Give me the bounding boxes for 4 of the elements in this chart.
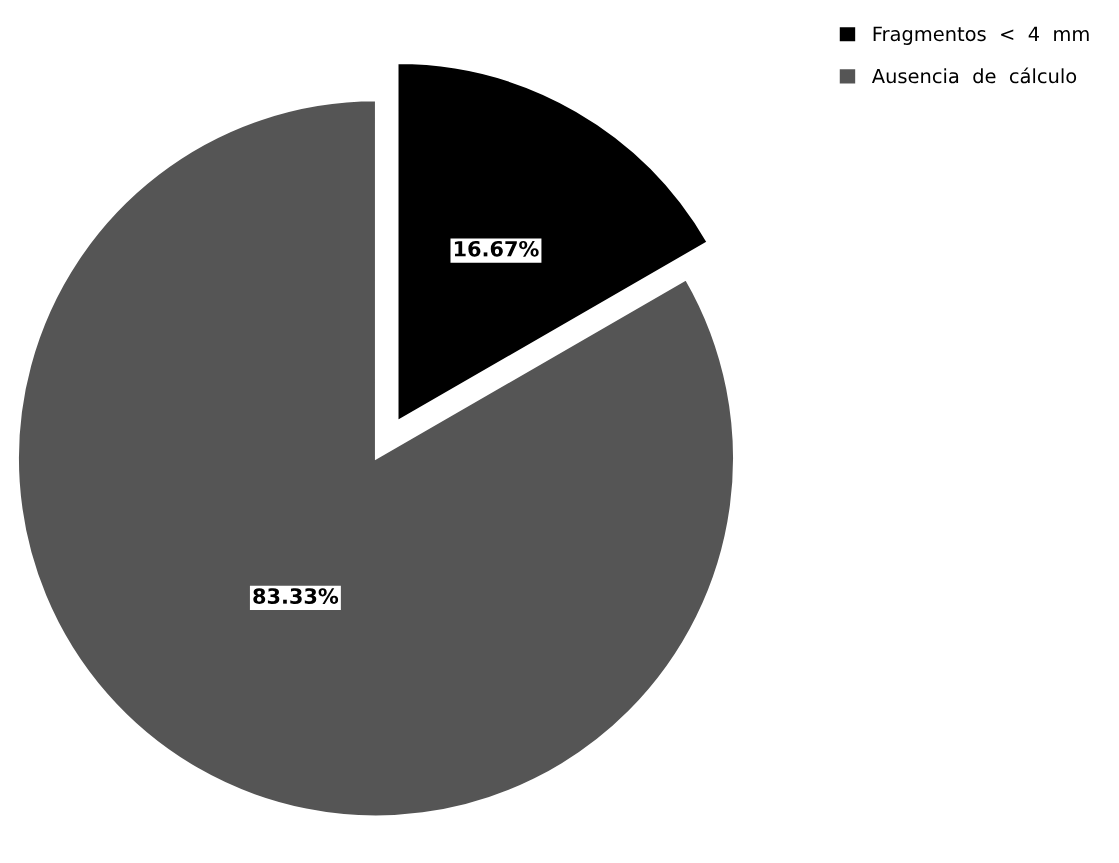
data-label: 16.67% bbox=[454, 240, 539, 257]
legend-label: Ausencia de cálculo bbox=[871, 67, 1077, 84]
data-label: 83.33% bbox=[253, 588, 339, 604]
legend-label: Fragmentos < 4 mm bbox=[873, 26, 1089, 45]
